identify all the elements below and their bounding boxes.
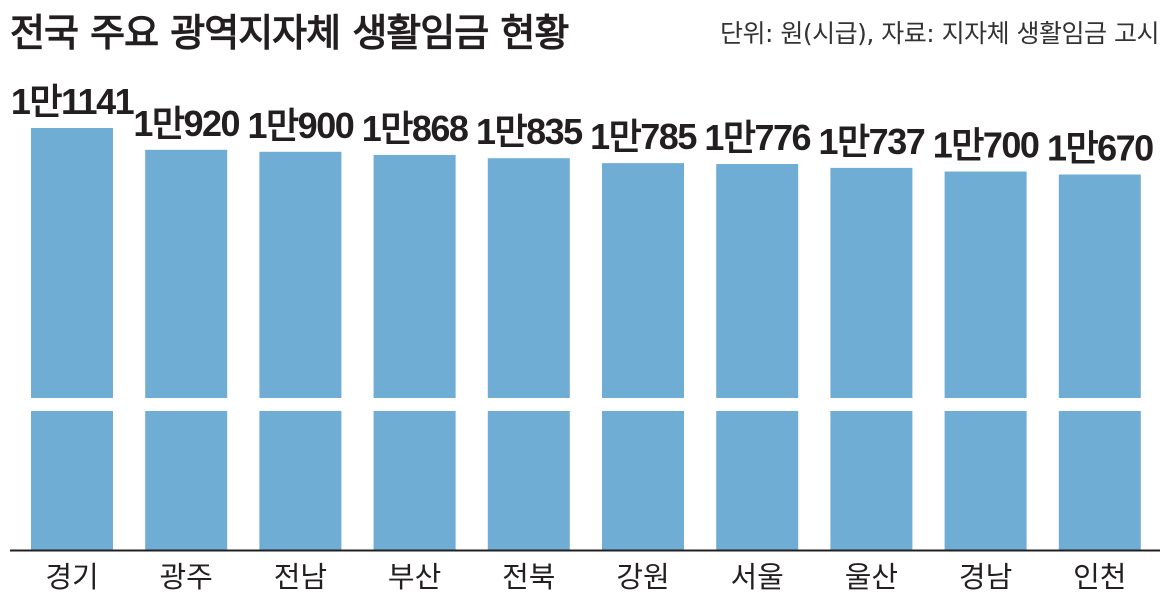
category-label: 울산	[845, 560, 898, 593]
bar-울산	[830, 167, 913, 550]
bar-전남	[259, 151, 342, 550]
bar-경남	[944, 171, 1027, 551]
chart-title: 전국 주요 광역지자체 생활임금 현황	[10, 11, 569, 55]
category-label: 인천	[1073, 560, 1126, 593]
category-label: 경기	[45, 560, 98, 593]
value-label: 1만1141	[11, 81, 135, 122]
bar-전북	[487, 158, 570, 550]
category-label: 경남	[959, 560, 1012, 593]
bar-광주	[145, 149, 228, 550]
value-label: 1만900	[248, 105, 354, 146]
bar-부산	[373, 154, 456, 551]
value-label: 1만868	[362, 108, 468, 149]
bar-경기	[31, 128, 113, 550]
category-label: 전남	[274, 560, 327, 593]
value-label: 1만920	[133, 103, 239, 144]
value-label: 1만776	[704, 117, 810, 158]
category-label: 전북	[502, 560, 555, 593]
category-label: 광주	[160, 560, 213, 593]
unit-source-note: 단위: 원(시급), 자료: 지자체 생활임금 고시	[719, 19, 1160, 48]
category-label: 부산	[388, 560, 441, 593]
bar-강원	[602, 163, 684, 551]
value-label: 1만670	[1047, 128, 1153, 169]
value-label: 1만700	[933, 125, 1039, 166]
value-label: 1만835	[476, 111, 583, 152]
value-label: 1만785	[590, 116, 697, 157]
bar-서울	[716, 164, 799, 550]
category-label: 강원	[616, 560, 669, 593]
category-label: 서울	[731, 560, 784, 593]
bar-인천	[1058, 174, 1141, 550]
axis-break	[0, 398, 1171, 411]
value-label: 1만737	[819, 121, 925, 162]
